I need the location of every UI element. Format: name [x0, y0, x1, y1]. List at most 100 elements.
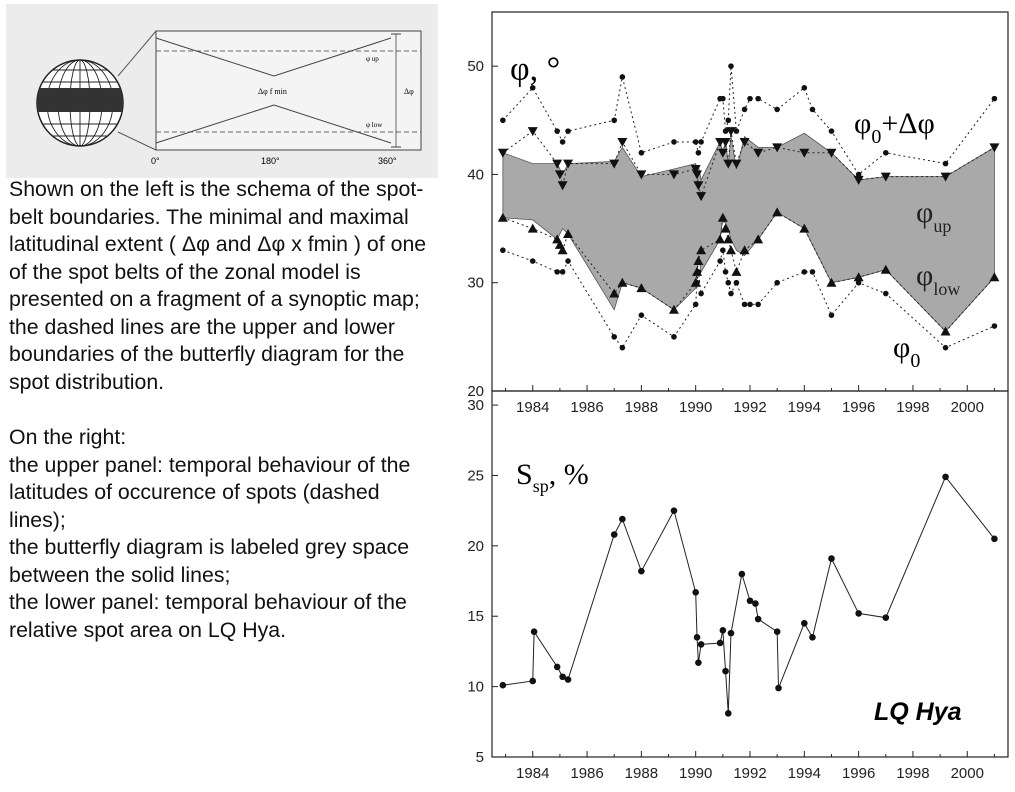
lat-point — [855, 279, 862, 286]
lat-xtick-label: 1992 — [733, 399, 766, 416]
area-xtick-label: 1992 — [733, 765, 766, 782]
schema-tick-360: 360° — [378, 156, 397, 166]
area-point — [716, 639, 724, 647]
lat-point-down — [692, 170, 703, 180]
lat-point-down — [563, 159, 574, 169]
area-point — [697, 641, 705, 648]
lat-point-down — [739, 137, 750, 147]
area-point — [499, 681, 507, 689]
connector-line — [117, 30, 157, 77]
lat-ytick-label: 30 — [467, 275, 484, 292]
lat-point-down — [799, 148, 810, 158]
lat-point-down — [636, 170, 647, 180]
area-point — [775, 684, 782, 692]
lat-point — [733, 128, 740, 134]
lat-point — [671, 139, 677, 145]
lat-point — [755, 301, 761, 308]
lat-xtick-label: 1986 — [570, 399, 603, 416]
lat-point — [747, 301, 753, 308]
area-point — [828, 555, 835, 562]
lat-point-up — [739, 245, 750, 255]
lat-point-up — [527, 223, 538, 233]
lat-point-down — [772, 143, 783, 153]
schema-phi-up-label: φ up — [366, 55, 379, 63]
area-point — [738, 570, 746, 578]
lat-point-down — [853, 175, 864, 185]
lat-point-down — [989, 143, 1000, 153]
lat-point — [774, 106, 780, 113]
spot-area-axis-label: Ssp, % — [516, 458, 589, 496]
lat-point — [725, 117, 732, 124]
schema-delta-phi-fmin-label: Δφ f min — [258, 87, 287, 96]
area-ytick-label: 5 — [476, 749, 484, 766]
lat-point-up — [753, 234, 764, 244]
lat-point — [638, 149, 645, 156]
lat-point — [565, 128, 571, 134]
area-point — [882, 614, 890, 621]
lat-point — [741, 106, 748, 113]
lat-point-down — [753, 148, 764, 158]
lat-point — [717, 258, 723, 264]
description-line-upper-panel: the upper panel: temporal behaviour of t… — [9, 452, 411, 532]
area-ytick-label: 20 — [467, 538, 484, 555]
area-point — [638, 567, 645, 575]
area-ytick-label: 15 — [467, 608, 484, 625]
lat-point-up — [717, 212, 728, 222]
lat-point — [741, 301, 748, 308]
area-ytick-label: 30 — [467, 397, 484, 414]
lat-point — [694, 279, 700, 286]
lat-point — [755, 95, 761, 102]
lat-point-down — [880, 172, 891, 182]
lat-point — [720, 95, 726, 102]
lat-point — [728, 63, 734, 69]
lat-xtick-label: 1990 — [679, 399, 712, 416]
lat-series-line-3 — [502, 249, 995, 349]
lat-point-up — [989, 272, 1000, 282]
lat-point-up — [715, 234, 726, 244]
area-xtick-label: 1984 — [516, 765, 549, 782]
lat-point-up — [636, 283, 647, 293]
star-name-label: LQ Hya — [874, 698, 962, 726]
lat-point-up — [799, 223, 810, 233]
lat-point-down — [731, 159, 742, 169]
area-xtick-label: 1998 — [896, 765, 929, 782]
lat-point — [733, 279, 740, 286]
lat-point — [828, 312, 835, 319]
lat-point-down — [940, 172, 951, 182]
lat-point-down — [690, 165, 701, 175]
latitude-axis-symbol: φ, ° — [510, 51, 560, 88]
area-point — [553, 663, 561, 671]
area-point — [754, 615, 762, 623]
description-paragraph-1: Shown on the left is the schema of the s… — [9, 177, 427, 394]
lat-point-up — [826, 277, 837, 287]
charts-area: 20 30 40 50 1984 1986 1988 1990 1992 1994 1996 1998… — [438, 0, 1015, 787]
area-xtick-label: 1996 — [842, 765, 875, 782]
lat-point-down — [668, 170, 679, 180]
lat-point-down — [527, 127, 538, 137]
lat-point — [500, 247, 506, 254]
lat-point — [692, 139, 699, 145]
area-xtick-label: 2000 — [951, 765, 984, 782]
lat-point — [500, 117, 506, 124]
schema-tick-0: 0° — [151, 156, 160, 166]
lat-point-up — [725, 245, 736, 255]
lat-point — [801, 269, 808, 275]
area-point — [722, 667, 729, 675]
area-point — [529, 677, 537, 685]
area-point — [670, 507, 678, 514]
area-point — [695, 659, 702, 666]
spot-belt-schema: φ up φ low Δφ Δφ f min 0° 180° 360° — [6, 4, 438, 178]
lat-point — [611, 334, 618, 340]
lat-point — [611, 117, 618, 124]
area-point — [724, 710, 732, 717]
area-point — [719, 627, 727, 634]
lat-ytick-label: 40 — [467, 166, 484, 183]
area-point — [619, 515, 626, 523]
lat-point-up — [723, 234, 734, 244]
lat-point-down — [696, 192, 707, 202]
area-point — [991, 535, 998, 543]
phi0-label: φ0 — [893, 331, 920, 372]
lat-point-down — [826, 148, 837, 158]
